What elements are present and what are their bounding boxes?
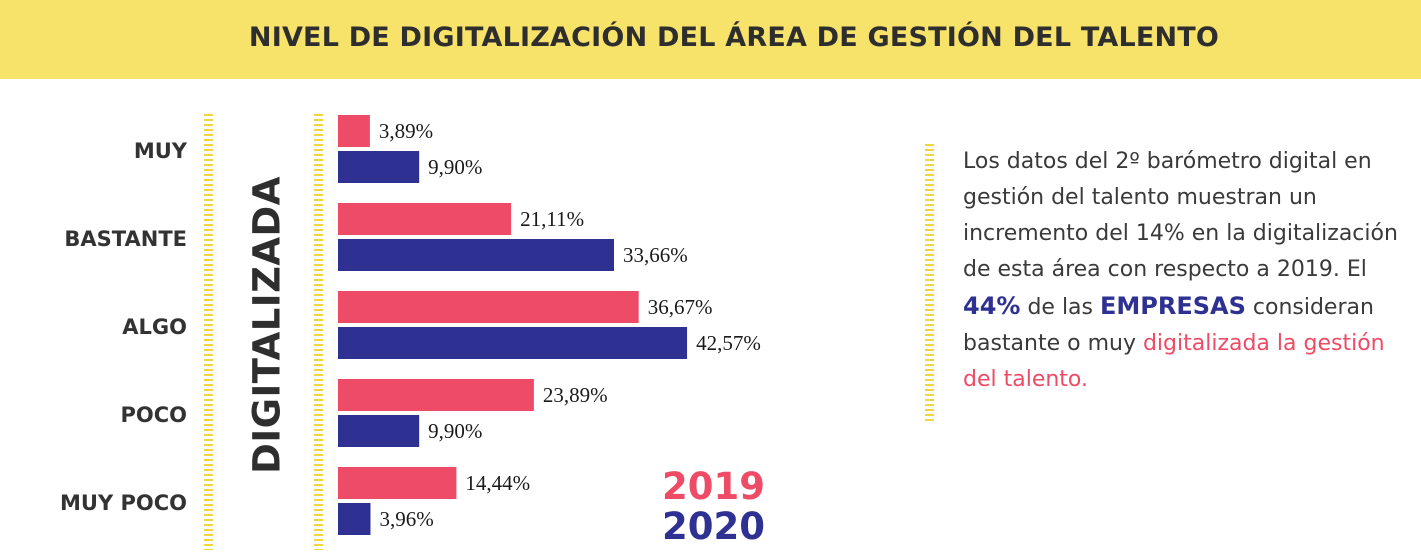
bar-2020-bastante	[338, 239, 615, 271]
bar-2020-muy-poco	[338, 503, 371, 535]
description-highlight-empresas: EMPRESAS	[1100, 292, 1246, 320]
legend-2019: 2019	[662, 465, 765, 508]
description-part-1: Los datos del 2º barómetro digital en ge…	[963, 149, 1398, 282]
value-label-2019-bastante: 21,11%	[520, 207, 584, 231]
bar-2019-muy-poco	[338, 467, 457, 499]
dotted-divider-text	[925, 144, 934, 422]
description-text: Los datos del 2º barómetro digital en ge…	[963, 144, 1415, 398]
bar-2019-bastante	[338, 203, 512, 235]
bar-2019-poco	[338, 379, 534, 411]
value-label-2020-poco: 9,90%	[428, 419, 482, 443]
dotted-divider-axis	[314, 114, 323, 550]
value-label-2020-muy-poco: 3,96%	[379, 507, 433, 531]
description-highlight-percent: 44%	[963, 292, 1021, 320]
legend-2020: 2020	[662, 505, 765, 548]
description-highlight-digitalizada: digitalizada la gestión del talento.	[963, 331, 1385, 392]
chart-title: NIVEL DE DIGITALIZACIÓN DEL ÁREA DE GEST…	[248, 22, 1220, 53]
value-label-2019-muy: 3,89%	[379, 119, 433, 143]
title-banner	[0, 0, 1421, 79]
bar-2020-poco	[338, 415, 420, 447]
value-label-2020-algo: 42,57%	[696, 331, 761, 355]
bar-2020-algo	[338, 327, 688, 359]
category-label-poco: POCO	[120, 403, 187, 427]
category-label-muy: MUY	[133, 139, 187, 163]
dotted-divider-left	[204, 114, 213, 550]
category-label-muy-poco: MUY POCO	[60, 491, 187, 515]
category-label-bastante: BASTANTE	[64, 227, 187, 251]
category-label-algo: ALGO	[122, 315, 187, 339]
bar-2019-muy	[338, 115, 370, 147]
value-label-2020-muy: 9,90%	[428, 155, 482, 179]
description-part-3: consideran bastante o muy	[963, 295, 1374, 356]
value-label-2020-bastante: 33,66%	[623, 243, 688, 267]
value-label-2019-muy-poco: 14,44%	[465, 471, 530, 495]
value-label-2019-algo: 36,67%	[648, 295, 713, 319]
value-label-2019-poco: 23,89%	[543, 383, 608, 407]
bar-2019-algo	[338, 291, 639, 323]
description-part-2: de las	[1020, 295, 1100, 320]
bar-2020-muy	[338, 151, 420, 183]
